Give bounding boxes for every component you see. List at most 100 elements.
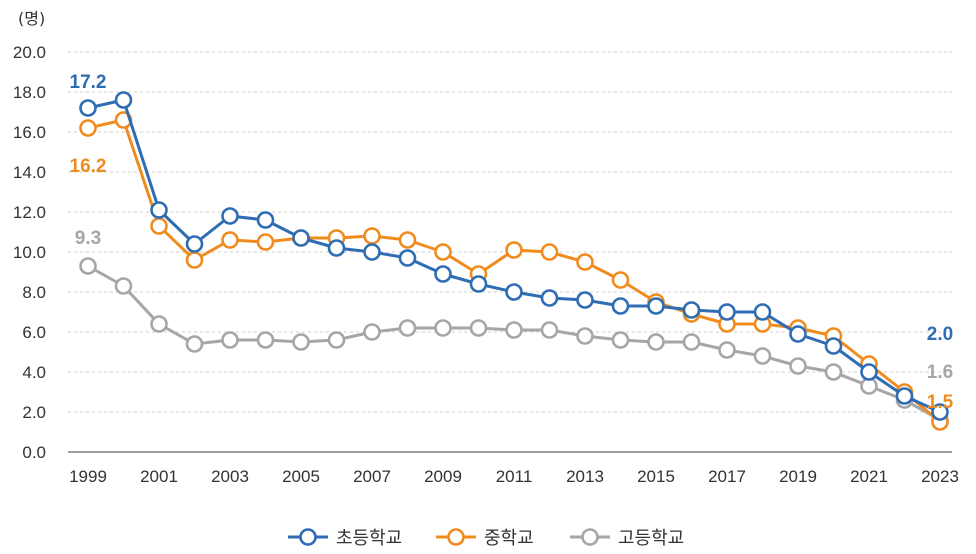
data-point	[256, 331, 275, 349]
x-tick-label: 2017	[708, 467, 746, 486]
data-point	[540, 289, 559, 307]
data-point	[79, 119, 97, 137]
y-tick-label: 18.0	[13, 83, 46, 102]
x-tick-label: 2007	[353, 467, 391, 486]
data-point	[327, 331, 346, 349]
legend-label: 초등학교	[336, 528, 402, 549]
data-label: 1.6	[927, 362, 953, 383]
data-point	[327, 239, 346, 257]
data-point	[185, 251, 204, 269]
data-point	[398, 231, 417, 249]
y-tick-label: 2.0	[22, 403, 46, 422]
data-point	[79, 257, 97, 275]
data-point	[789, 357, 807, 375]
data-point	[895, 387, 914, 405]
data-point	[647, 297, 665, 315]
y-axis-tick-labels: 0.0 2.0 4.0 6.0 8.0 10.0 12.0 14.0 16.0 18.0 20.0	[13, 43, 46, 462]
data-point	[718, 341, 736, 359]
data-point	[469, 319, 488, 337]
data-point	[824, 337, 843, 355]
legend-item: 초등학교	[288, 528, 402, 549]
x-tick-label: 1999	[69, 467, 107, 486]
data-label: 1.5	[927, 392, 954, 413]
data-point	[682, 333, 701, 351]
series-line	[87, 118, 941, 424]
y-tick-label: 14.0	[13, 163, 46, 182]
data-point	[434, 319, 452, 337]
x-tick-label: 2005	[282, 467, 320, 486]
legend-item: 고등학교	[570, 528, 684, 549]
data-point	[576, 291, 594, 309]
data-label: 2.0	[927, 324, 953, 345]
x-tick-label: 2021	[850, 467, 888, 486]
data-point	[540, 321, 559, 339]
x-tick-label: 2013	[566, 467, 604, 486]
legend-marker-icon	[299, 528, 317, 546]
data-point	[221, 207, 239, 225]
data-point	[469, 275, 488, 293]
legend-label: 중학교	[484, 528, 534, 549]
data-point	[576, 253, 594, 271]
x-tick-label: 2011	[496, 467, 533, 486]
x-tick-label: 2015	[637, 467, 675, 486]
data-point	[363, 243, 381, 261]
data-point	[789, 325, 807, 343]
y-tick-label: 4.0	[22, 363, 46, 382]
data-point	[363, 323, 381, 341]
data-point	[540, 243, 559, 261]
y-tick-label: 16.0	[13, 123, 46, 142]
data-point	[150, 217, 168, 235]
data-point	[150, 315, 168, 333]
data-point	[185, 335, 204, 353]
grid-lines	[68, 51, 952, 413]
legend-item: 중학교	[436, 528, 534, 549]
data-label: 16.2	[70, 156, 107, 177]
legend: 초등학교 중학교 고등학교	[288, 528, 684, 549]
x-tick-label: 2003	[211, 467, 249, 486]
y-tick-label: 10.0	[13, 243, 46, 262]
data-point	[824, 363, 843, 381]
x-tick-label: 2009	[424, 467, 462, 486]
legend-marker-icon	[581, 528, 599, 546]
data-point	[611, 297, 630, 315]
data-point	[753, 347, 772, 365]
data-point	[114, 91, 133, 109]
data-point	[611, 271, 630, 289]
series-1	[79, 111, 949, 431]
data-point	[185, 235, 204, 253]
data-point	[753, 303, 772, 321]
y-axis-unit-label: (명)	[18, 9, 45, 28]
data-point	[256, 233, 275, 251]
data-point	[221, 231, 239, 249]
data-label: 17.2	[70, 72, 107, 93]
data-point	[79, 99, 97, 117]
y-tick-label: 0.0	[22, 443, 46, 462]
data-point	[434, 265, 452, 283]
series-0	[79, 91, 949, 421]
data-point	[576, 327, 594, 345]
series-group	[79, 91, 949, 431]
data-point	[505, 321, 523, 339]
data-point	[150, 201, 168, 219]
data-labels: 17.2 2.0 16.2 1.5 9.3 1.6	[70, 72, 954, 413]
x-axis-tick-labels: 1999 2001 2003 2005 2007 2009 2011 2013 2015 2017…	[69, 467, 959, 486]
y-tick-label: 6.0	[22, 323, 46, 342]
data-point	[114, 277, 133, 295]
data-point	[292, 229, 310, 247]
data-point	[434, 243, 452, 261]
y-tick-label: 12.0	[13, 203, 46, 222]
data-point	[398, 319, 417, 337]
data-point	[505, 241, 523, 259]
y-tick-label: 8.0	[22, 283, 46, 302]
legend-marker-icon	[447, 528, 465, 546]
data-point	[682, 301, 701, 319]
data-point	[292, 333, 310, 351]
data-point	[647, 333, 665, 351]
data-point	[363, 227, 381, 245]
data-label: 9.3	[75, 228, 101, 249]
data-point	[505, 283, 523, 301]
data-point	[256, 211, 275, 229]
x-tick-label: 2001	[140, 467, 178, 486]
data-point	[398, 249, 417, 267]
